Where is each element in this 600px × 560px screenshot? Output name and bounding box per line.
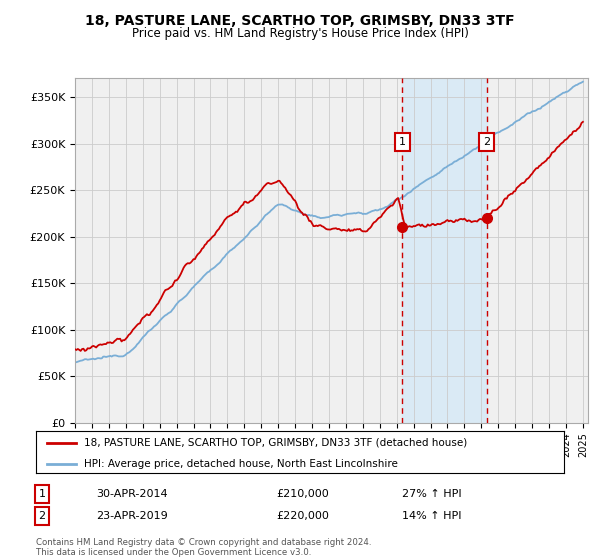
Text: Contains HM Land Registry data © Crown copyright and database right 2024.
This d: Contains HM Land Registry data © Crown c… [36,538,371,557]
Text: 18, PASTURE LANE, SCARTHO TOP, GRIMSBY, DN33 3TF: 18, PASTURE LANE, SCARTHO TOP, GRIMSBY, … [85,14,515,28]
Text: 30-APR-2014: 30-APR-2014 [96,489,167,499]
Text: 23-APR-2019: 23-APR-2019 [96,511,168,521]
Text: 27% ↑ HPI: 27% ↑ HPI [402,489,461,499]
Text: 2: 2 [38,511,46,521]
Text: £210,000: £210,000 [276,489,329,499]
Text: Price paid vs. HM Land Registry's House Price Index (HPI): Price paid vs. HM Land Registry's House … [131,27,469,40]
Text: 2: 2 [484,137,490,147]
Bar [402,78,487,423]
Text: 1: 1 [38,489,46,499]
Text: HPI: Average price, detached house, North East Lincolnshire: HPI: Average price, detached house, Nort… [83,459,397,469]
Text: 18, PASTURE LANE, SCARTHO TOP, GRIMSBY, DN33 3TF (detached house): 18, PASTURE LANE, SCARTHO TOP, GRIMSBY, … [83,438,467,448]
Text: 1: 1 [399,137,406,147]
Text: £220,000: £220,000 [276,511,329,521]
Text: 14% ↑ HPI: 14% ↑ HPI [402,511,461,521]
